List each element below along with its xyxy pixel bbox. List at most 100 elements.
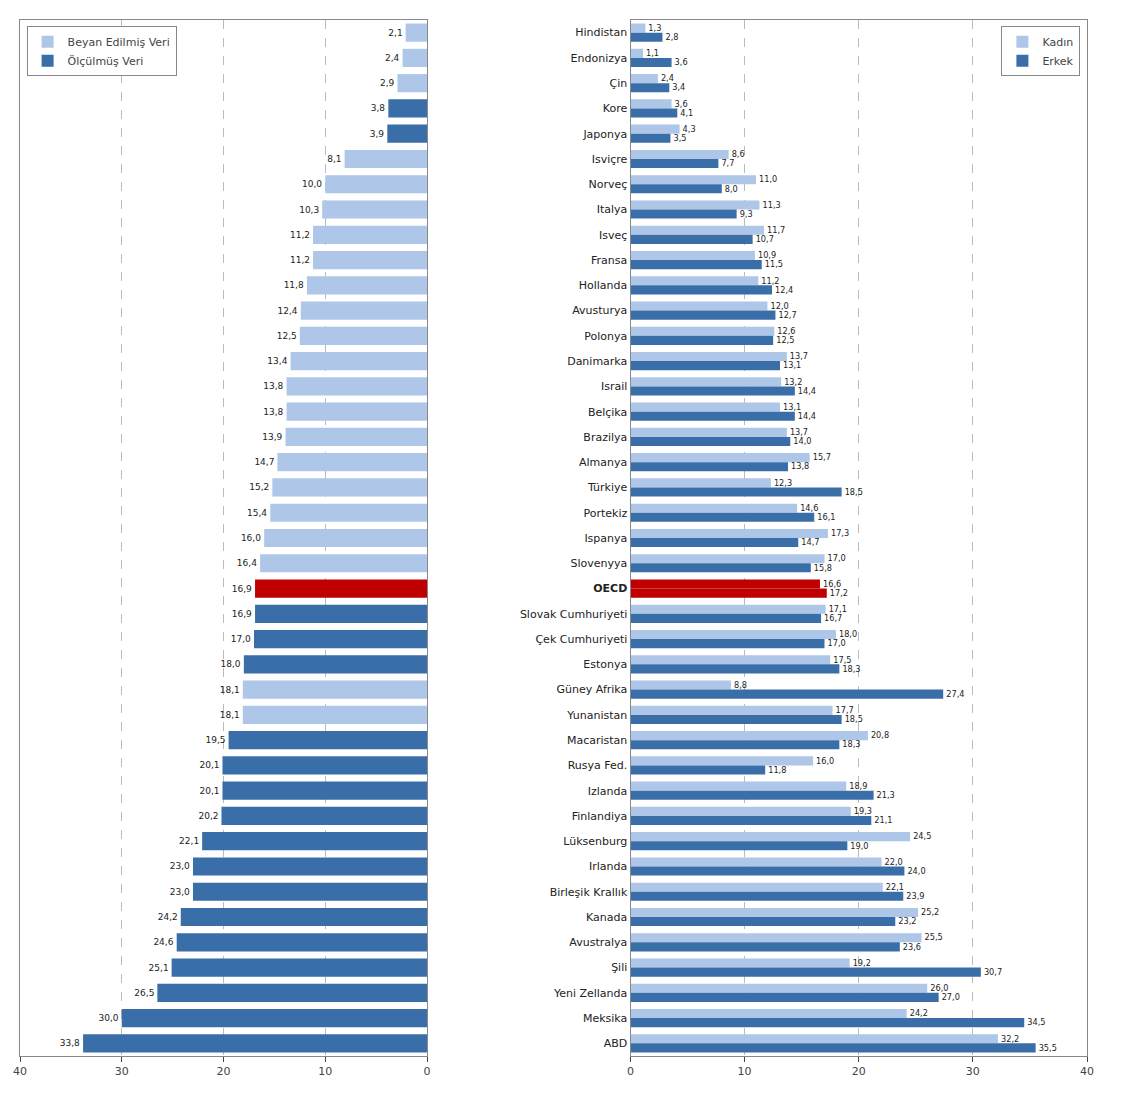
svg-text:Slovenyya: Slovenyya (571, 557, 628, 570)
svg-text:Danimarka: Danimarka (567, 355, 627, 368)
svg-text:10,7: 10,7 (756, 234, 774, 244)
svg-text:12,0: 12,0 (770, 301, 788, 311)
svg-text:15,7: 15,7 (813, 452, 831, 462)
svg-text:23,2: 23,2 (898, 916, 916, 926)
svg-text:20,1: 20,1 (199, 760, 219, 770)
svg-text:14,4: 14,4 (798, 411, 816, 421)
svg-text:Japonya: Japonya (582, 128, 627, 141)
svg-text:13,8: 13,8 (263, 381, 283, 391)
svg-text:Avusturya: Avusturya (572, 304, 627, 317)
svg-text:24,0: 24,0 (907, 866, 925, 876)
svg-text:13,2: 13,2 (784, 377, 802, 387)
svg-text:13,9: 13,9 (262, 432, 282, 442)
svg-text:11,2: 11,2 (290, 230, 310, 240)
svg-text:20,2: 20,2 (198, 811, 218, 821)
svg-text:Finlandiya: Finlandiya (572, 810, 628, 823)
svg-text:25,1: 25,1 (149, 963, 169, 973)
svg-text:0: 0 (627, 1065, 634, 1078)
svg-text:25,5: 25,5 (925, 932, 943, 942)
svg-text:Ispanya: Ispanya (584, 532, 627, 545)
svg-text:22,1: 22,1 (179, 836, 199, 846)
svg-text:16,9: 16,9 (232, 584, 252, 594)
svg-text:3,6: 3,6 (675, 99, 688, 109)
svg-text:Fransa: Fransa (591, 254, 627, 267)
svg-text:30: 30 (115, 1065, 129, 1078)
svg-text:2,1: 2,1 (388, 28, 402, 38)
svg-text:11,8: 11,8 (768, 765, 786, 775)
svg-text:12,7: 12,7 (778, 310, 796, 320)
svg-text:16,4: 16,4 (237, 558, 257, 568)
svg-text:30: 30 (966, 1065, 980, 1078)
svg-text:19,5: 19,5 (206, 735, 226, 745)
svg-text:11,3: 11,3 (762, 200, 780, 210)
svg-text:19,3: 19,3 (854, 806, 872, 816)
svg-text:3,6: 3,6 (675, 57, 688, 67)
svg-text:Estonya: Estonya (583, 658, 627, 671)
svg-text:16,0: 16,0 (241, 533, 261, 543)
svg-text:23,9: 23,9 (906, 891, 924, 901)
svg-text:Izlanda: Izlanda (588, 785, 628, 798)
svg-text:24,2: 24,2 (910, 1008, 928, 1018)
svg-text:8,1: 8,1 (327, 154, 341, 164)
svg-text:Güney Afrika: Güney Afrika (557, 683, 628, 696)
svg-text:Lüksenburg: Lüksenburg (563, 835, 627, 848)
svg-text:16,0: 16,0 (816, 756, 834, 766)
svg-text:33,8: 33,8 (60, 1038, 80, 1048)
svg-text:ABD: ABD (604, 1037, 628, 1050)
svg-text:17,0: 17,0 (231, 634, 251, 644)
svg-text:13,8: 13,8 (263, 407, 283, 417)
svg-text:15,4: 15,4 (247, 508, 267, 518)
svg-text:17,0: 17,0 (828, 638, 846, 648)
svg-text:Ölçülmüş Veri: Ölçülmüş Veri (68, 55, 144, 68)
svg-text:7,7: 7,7 (721, 158, 734, 168)
svg-text:Rusya Fed.: Rusya Fed. (568, 759, 628, 772)
svg-text:13,4: 13,4 (267, 356, 287, 366)
svg-text:Almanya: Almanya (579, 456, 627, 469)
svg-text:Çin: Çin (610, 77, 628, 90)
svg-text:OECD: OECD (593, 582, 627, 595)
svg-text:3,4: 3,4 (672, 82, 685, 92)
svg-text:Belçika: Belçika (588, 406, 627, 419)
svg-text:1,3: 1,3 (648, 23, 661, 33)
svg-text:27,4: 27,4 (946, 689, 964, 699)
svg-text:24,5: 24,5 (913, 831, 931, 841)
svg-text:14,7: 14,7 (254, 457, 274, 467)
svg-text:11,0: 11,0 (759, 174, 777, 184)
svg-text:Kadın: Kadın (1042, 36, 1073, 49)
svg-text:23,6: 23,6 (903, 942, 921, 952)
svg-text:16,9: 16,9 (232, 609, 252, 619)
svg-text:22,1: 22,1 (886, 882, 904, 892)
svg-text:30,0: 30,0 (98, 1013, 118, 1023)
svg-text:8,0: 8,0 (725, 184, 738, 194)
svg-text:17,7: 17,7 (836, 705, 854, 715)
svg-text:18,5: 18,5 (845, 714, 863, 724)
svg-text:11,7: 11,7 (767, 225, 785, 235)
svg-text:26,5: 26,5 (134, 988, 154, 998)
svg-text:14,4: 14,4 (798, 386, 816, 396)
svg-text:21,3: 21,3 (877, 790, 895, 800)
svg-text:8,6: 8,6 (732, 149, 745, 159)
svg-text:2,8: 2,8 (665, 32, 678, 42)
svg-text:10: 10 (738, 1065, 752, 1078)
svg-text:13,1: 13,1 (783, 402, 801, 412)
svg-text:Şili: Şili (611, 961, 627, 974)
svg-text:Hollanda: Hollanda (579, 279, 628, 292)
svg-text:3,8: 3,8 (371, 103, 386, 113)
svg-text:Erkek: Erkek (1042, 55, 1073, 68)
svg-text:Isveç: Isveç (599, 229, 627, 242)
svg-text:8,8: 8,8 (734, 680, 747, 690)
svg-text:12,5: 12,5 (776, 335, 794, 345)
svg-text:14,6: 14,6 (800, 503, 818, 513)
svg-text:Kore: Kore (603, 102, 628, 115)
svg-text:Yeni Zellanda: Yeni Zellanda (553, 987, 627, 1000)
svg-text:40: 40 (1080, 1065, 1094, 1078)
svg-text:40: 40 (13, 1065, 27, 1078)
svg-text:19,0: 19,0 (850, 841, 868, 851)
svg-text:22,0: 22,0 (885, 857, 903, 867)
svg-text:Kanada: Kanada (586, 911, 627, 924)
svg-text:11,2: 11,2 (761, 276, 779, 286)
svg-text:16,7: 16,7 (824, 613, 842, 623)
svg-text:2,9: 2,9 (380, 78, 395, 88)
svg-text:16,6: 16,6 (823, 579, 841, 589)
svg-text:27,0: 27,0 (942, 992, 960, 1002)
